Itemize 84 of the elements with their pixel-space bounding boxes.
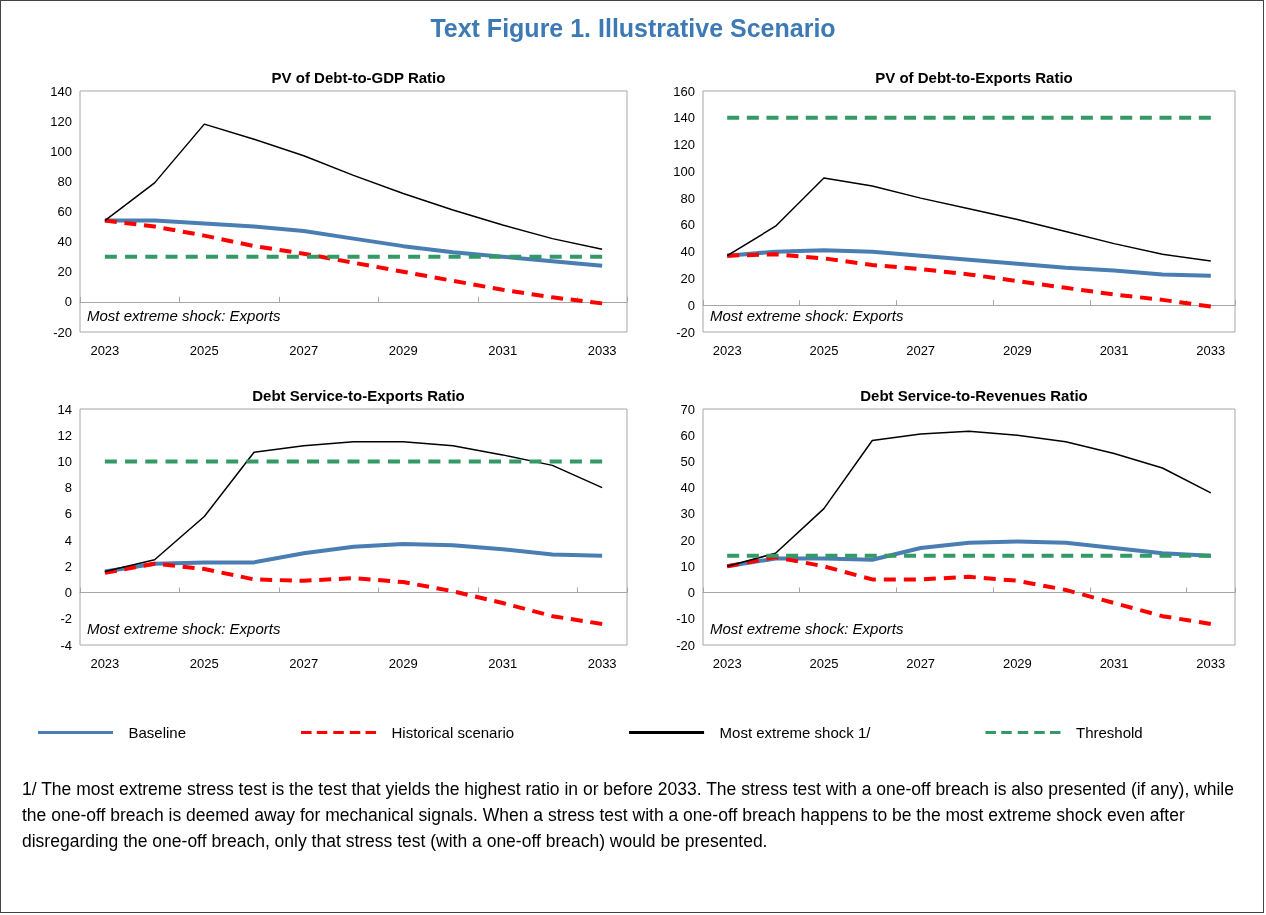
x-tick-label: 2033 <box>1196 343 1226 358</box>
x-tick-label: 2027 <box>906 343 936 358</box>
x-tick-label: 2031 <box>488 343 518 358</box>
y-tick-label: -20 <box>53 324 72 340</box>
line-series <box>726 430 1212 568</box>
y-tick-label: 80 <box>57 173 72 189</box>
y-tick-label: 100 <box>50 143 72 159</box>
x-tick-label: 2033 <box>587 656 617 671</box>
x-tick-label: 2029 <box>388 343 418 358</box>
y-tick-label: -2 <box>60 611 72 627</box>
y-tick-label: 70 <box>680 401 695 417</box>
chart-title: PV of Debt-to-Exports Ratio <box>875 69 1073 86</box>
line-series <box>102 542 605 574</box>
x-tick-label: 2025 <box>809 343 839 358</box>
x-tick-label: 2023 <box>90 656 120 671</box>
y-tick-label: 60 <box>680 217 695 233</box>
y-tick-label: 0 <box>687 585 695 601</box>
x-tick-label: 2031 <box>1099 343 1129 358</box>
legend-label: Baseline <box>128 724 187 741</box>
y-tick-label: 160 <box>673 83 695 99</box>
y-tick-label: 12 <box>57 427 72 443</box>
x-tick-label: 2025 <box>809 656 839 671</box>
x-tick-label: 2023 <box>712 343 742 358</box>
legend-label: Most extreme shock 1/ <box>719 724 872 741</box>
y-tick-label: 6 <box>64 506 72 522</box>
y-tick-label: 80 <box>680 190 695 206</box>
chart-title: Debt Service-to-Exports Ratio <box>252 387 465 404</box>
y-tick-label: -10 <box>676 611 695 627</box>
text: 1/ The most extreme stress test is the test that yields the highest ratio in or before 2033. The stress test with a one-off breach is also presented (if any), while the one-off breach is deemed away for mechanical signals. When a stress test with a one-off breach happens to be the most extreme shock even after disregarding the one-off breach, only that stress test (with a one-off breach) would be presented. <box>22 778 1235 853</box>
y-tick-label: 140 <box>673 110 695 126</box>
y-tick-label: 40 <box>680 480 695 496</box>
y-tick-label: 50 <box>680 453 695 469</box>
y-tick-label: 100 <box>673 163 695 179</box>
y-tick-label: 20 <box>57 264 72 280</box>
x-tick-label: 2027 <box>906 656 936 671</box>
chart-title: PV of Debt-to-GDP Ratio <box>271 69 446 86</box>
line-series <box>104 441 603 573</box>
x-tick-label: 2033 <box>1196 656 1226 671</box>
line-series <box>725 252 1213 309</box>
y-tick-label: 0 <box>64 294 72 310</box>
line-series <box>102 218 605 306</box>
annotation: Most extreme shock: Exports <box>87 620 281 637</box>
x-tick-label: 2027 <box>289 343 319 358</box>
y-tick-label: 60 <box>57 204 72 219</box>
annotation: Most extreme shock: Exports <box>710 307 904 324</box>
y-tick-label: 120 <box>50 113 72 129</box>
y-tick-label: 14 <box>57 401 72 417</box>
x-tick-label: 2025 <box>189 343 219 358</box>
line-series <box>104 123 603 250</box>
y-tick-label: 30 <box>680 506 695 522</box>
y-tick-label: 8 <box>64 480 72 496</box>
legend-label: Threshold <box>1075 724 1143 741</box>
y-tick-label: 20 <box>680 270 695 286</box>
y-tick-label: 0 <box>687 297 695 313</box>
y-tick-label: -4 <box>60 637 72 653</box>
x-tick-label: 2029 <box>1002 656 1032 671</box>
y-tick-label: 40 <box>57 234 72 250</box>
x-tick-label: 2029 <box>1002 343 1032 358</box>
x-tick-label: 2027 <box>289 656 319 671</box>
y-tick-label: 40 <box>680 244 695 260</box>
x-tick-label: 2031 <box>488 656 518 671</box>
annotation: Most extreme shock: Exports <box>87 307 281 324</box>
text: Text Figure 1. Illustrative Scenario <box>429 14 837 43</box>
y-tick-label: 2 <box>64 558 72 574</box>
y-tick-label: 20 <box>680 532 695 548</box>
x-tick-label: 2033 <box>587 343 617 358</box>
x-tick-label: 2023 <box>712 656 742 671</box>
annotation: Most extreme shock: Exports <box>710 620 904 637</box>
x-tick-label: 2023 <box>90 343 120 358</box>
y-tick-label: -20 <box>676 324 695 340</box>
y-tick-label: 10 <box>680 558 695 574</box>
y-tick-label: 4 <box>64 532 72 548</box>
line-series <box>726 177 1212 262</box>
y-tick-label: 10 <box>57 453 72 469</box>
y-tick-label: 0 <box>64 585 72 601</box>
y-tick-label: 140 <box>50 83 72 99</box>
y-tick-label: 60 <box>680 427 695 443</box>
y-tick-label: -20 <box>676 637 695 653</box>
legend-label: Historical scenario <box>391 724 515 741</box>
x-tick-label: 2031 <box>1099 656 1129 671</box>
x-tick-label: 2029 <box>388 656 418 671</box>
chart-title: Debt Service-to-Revenues Ratio <box>860 387 1088 404</box>
y-tick-label: 120 <box>673 137 695 153</box>
x-tick-label: 2025 <box>189 656 219 671</box>
